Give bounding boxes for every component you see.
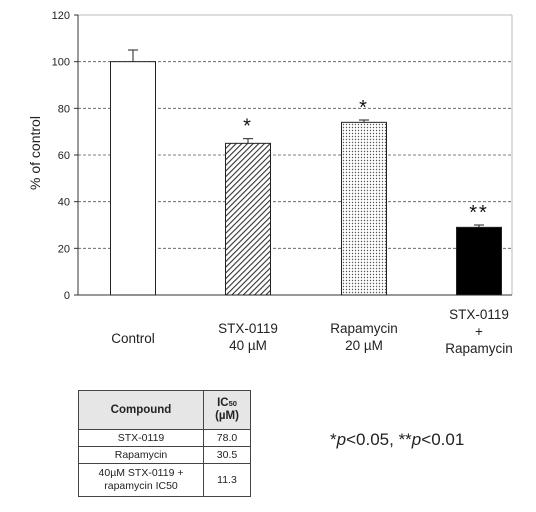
x-category-label-line: + [475,324,483,339]
header-ic-main: IC [217,397,229,409]
x-category-label-line: 40 µM [229,338,267,353]
significance-marker: * [243,116,253,138]
x-category-label: Rapamycin 20 µM [314,320,414,354]
significance-marker: * [359,97,369,119]
x-category-label: STX-0119 + Rapamycin [429,306,529,357]
y-axis-label: % of control [27,116,43,190]
bar [456,226,502,296]
x-category-label-line: Control [111,331,155,346]
y-tick-label: 40 [58,197,70,209]
table-row: 40µM STX-0119 + rapamycin IC50 11.3 [78,463,251,497]
significance-note: *p<0.05, **p<0.01 [330,430,464,450]
y-tick-label: 120 [52,10,70,22]
bar [110,61,156,296]
header-ic50: IC50 (µM) [203,390,251,430]
table-row: Rapamycin 30.5 [78,446,251,464]
row-value: 78.0 [203,429,251,447]
row-value: 11.3 [203,463,251,497]
significance-marker: ** [469,202,489,224]
sig-text2: <0.01 [421,430,465,449]
row-value: 30.5 [203,446,251,464]
ic50-table: Compound IC50 (µM) STX-0119 78.0 Rapamyc… [78,390,251,497]
bar [341,121,387,296]
row-compound-line1: 40µM STX-0119 + [98,467,184,479]
row-compound-line2: rapamycin IC50 [104,480,178,492]
y-tick-label: 0 [64,290,70,302]
header-compound: Compound [78,390,204,430]
table-header-row: Compound IC50 (µM) [78,390,251,430]
header-unit: (µM) [215,410,239,422]
x-category-label-line: STX-0119 [218,321,278,336]
y-tick-label: 100 [52,57,70,69]
sig-p2: p [411,430,422,449]
row-compound: Rapamycin [78,446,204,464]
sig-star1: * [330,430,337,449]
y-tick-label: 20 [58,243,70,255]
sig-p1: p [336,430,347,449]
y-tick-label: 80 [58,103,70,115]
y-tick-label: 60 [58,150,70,162]
x-category-label-line: Rapamycin [445,341,513,356]
sig-star2: ** [398,430,412,449]
x-category-label: STX-0119 40 µM [198,320,298,354]
table-row: STX-0119 78.0 [78,429,251,447]
bar [225,142,271,296]
header-ic-sub: 50 [228,399,237,408]
x-category-label: Control [83,330,183,347]
row-compound: STX-0119 [78,429,204,447]
x-category-label-line: STX-0119 [449,307,509,322]
x-category-label-line: Rapamycin [330,321,398,336]
sig-text1: <0.05, [346,430,399,449]
row-compound: 40µM STX-0119 + rapamycin IC50 [78,463,204,497]
x-category-label-line: 20 µM [345,338,383,353]
